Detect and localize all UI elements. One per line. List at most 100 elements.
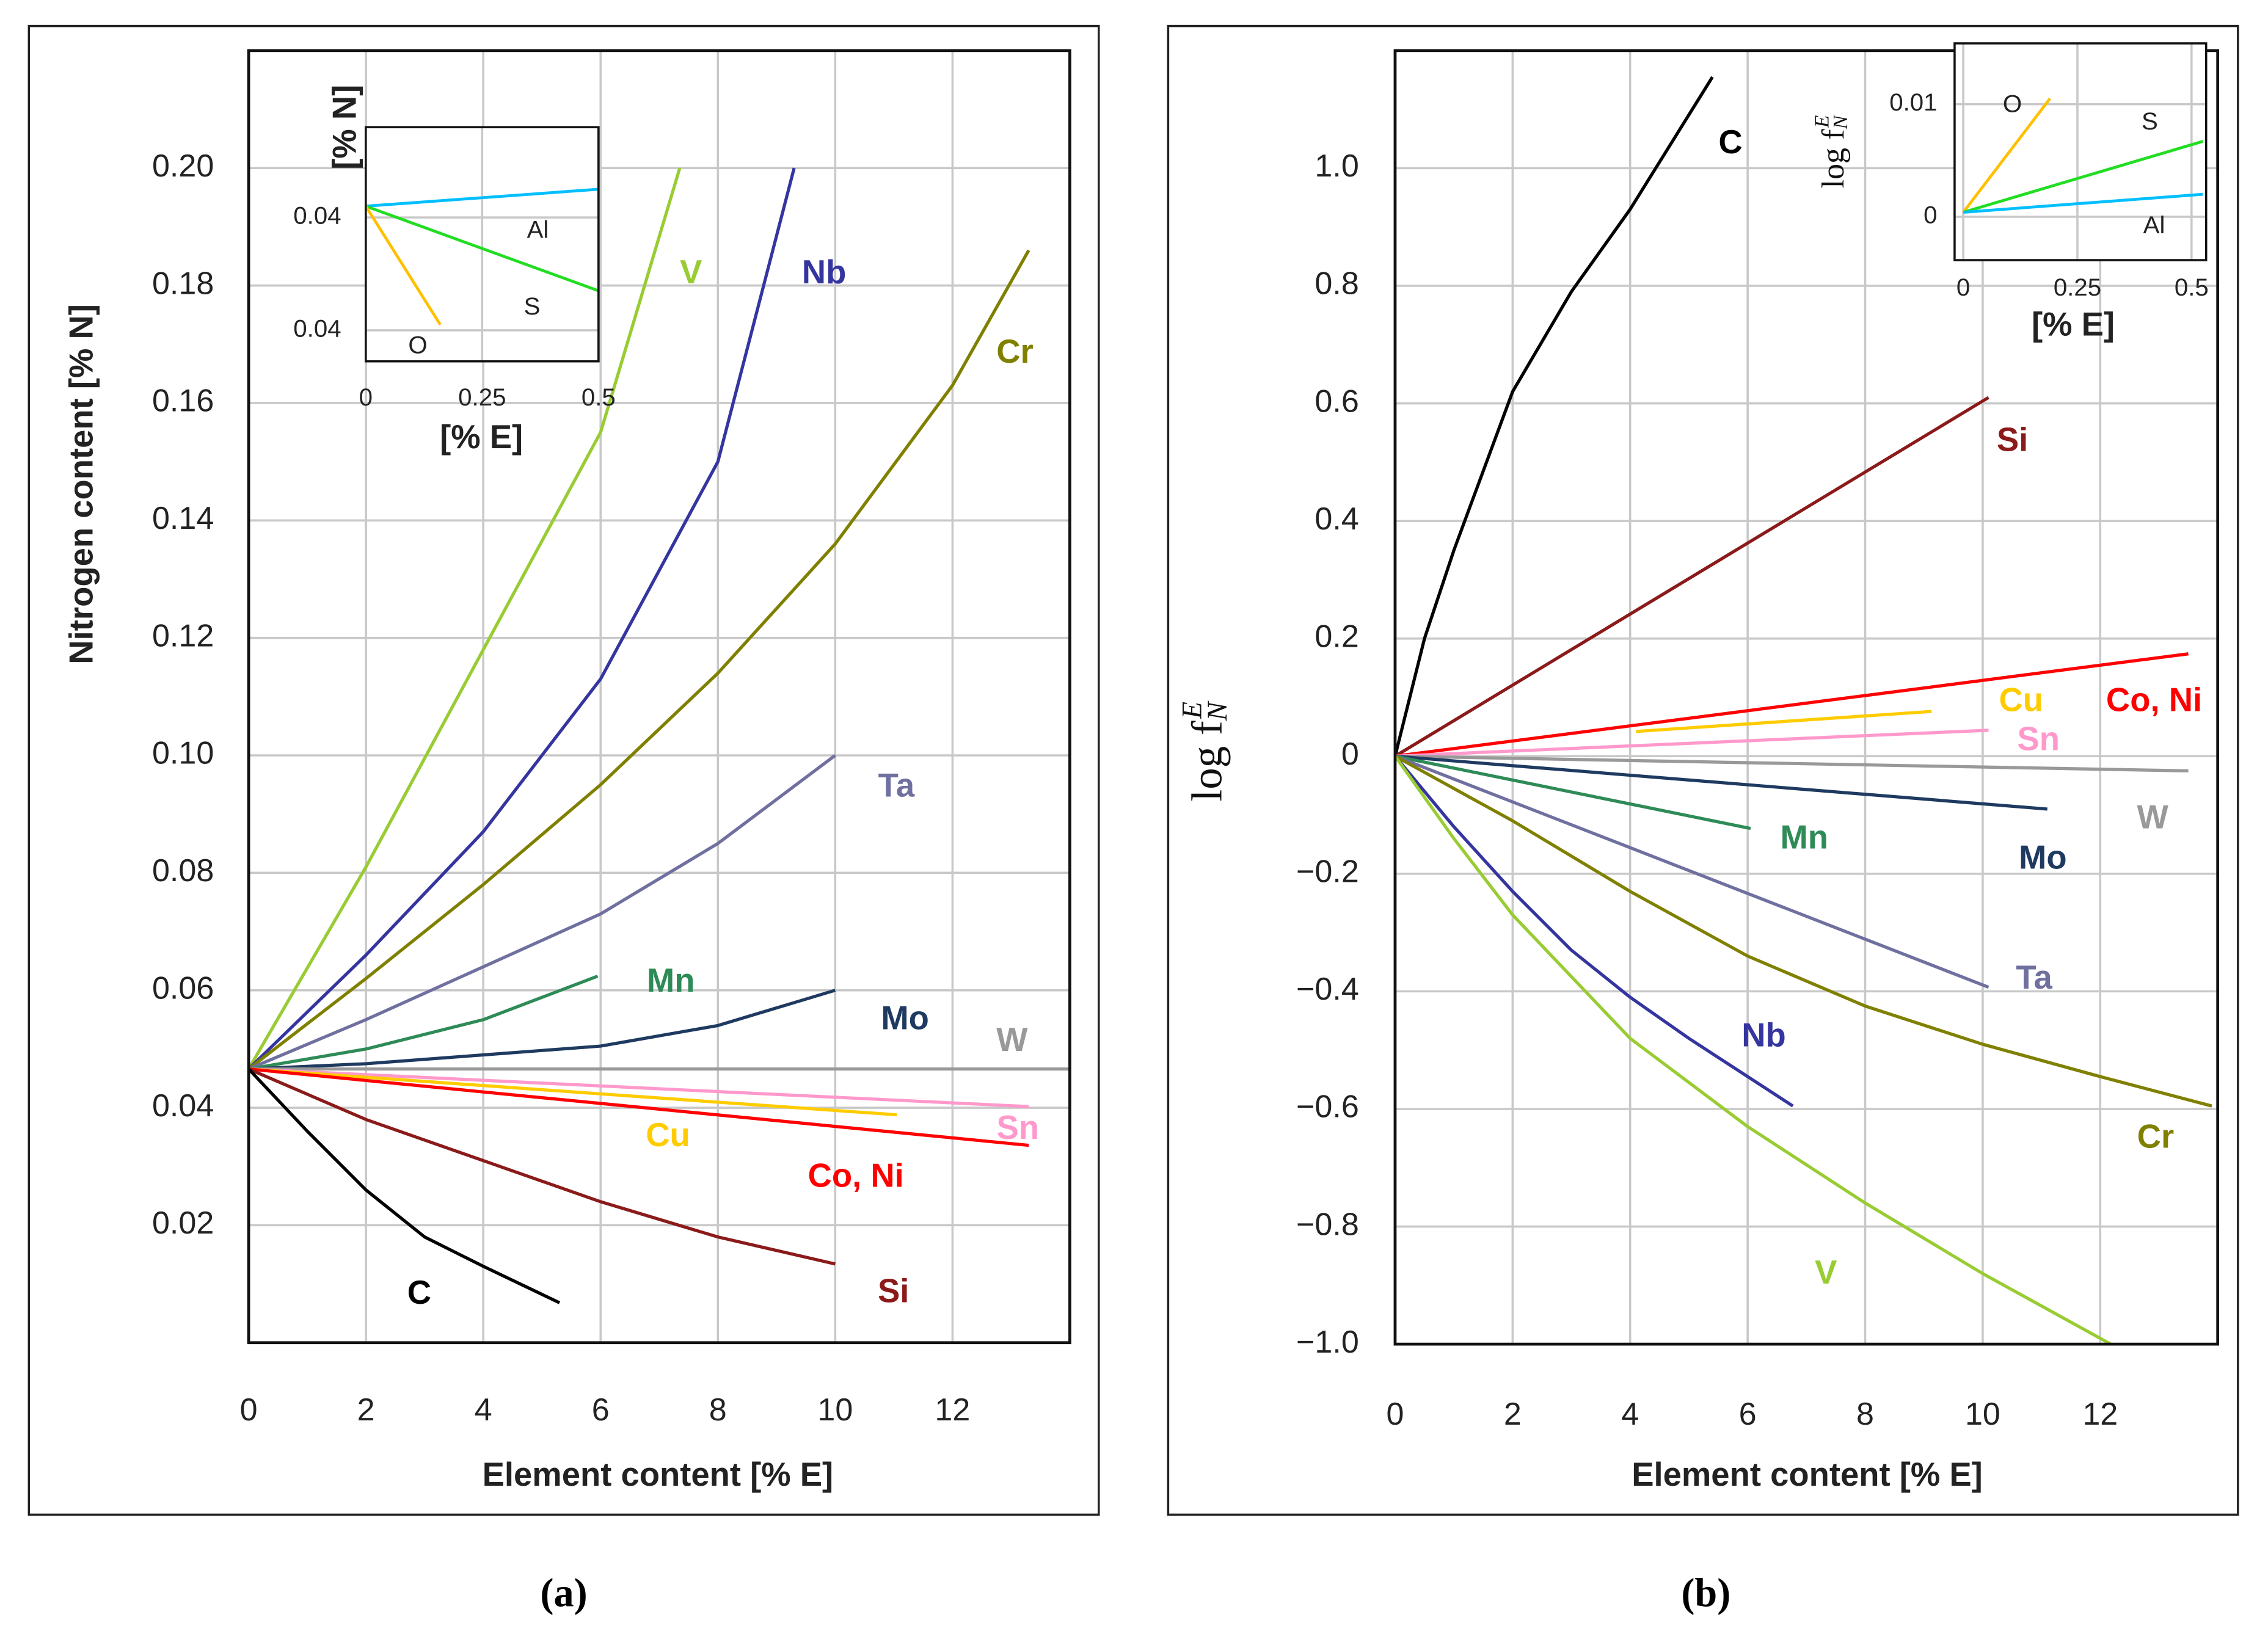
y-axis-label-sup: E (1810, 115, 1833, 128)
series-line (365, 205, 599, 293)
y-axis-label-sub: N (1829, 114, 1852, 130)
series-line (248, 1067, 1029, 1147)
y-tick-label: 0.04 (152, 1088, 214, 1124)
axes-frame (247, 49, 1071, 1345)
x-tick-label: 8 (709, 1392, 727, 1428)
series-label: O (408, 332, 427, 359)
series-label: Co, Ni (808, 1157, 904, 1194)
series-line (365, 187, 599, 208)
y-tick-label: 0.01 (1889, 89, 1937, 116)
series-line (1395, 754, 1989, 989)
series-label: Si (878, 1273, 909, 1310)
series-line (248, 1067, 1029, 1108)
panel-caption: (b) (1681, 1571, 1730, 1616)
series-label: Nb (1741, 1017, 1786, 1054)
series-label: V (1815, 1254, 1837, 1291)
series-label: O (2003, 90, 2022, 117)
y-tick-label: 0.4 (1314, 501, 1358, 537)
chart: 0 2 4 6 8 10 12 0.02 0.04 0.06 0.08 0.10 0.12 0.14 0.1… (63, 49, 1071, 1616)
series-label: Mn (1780, 818, 1828, 856)
series-line (1395, 754, 2189, 772)
series-line (248, 1067, 836, 1266)
series-label: Cu (1999, 681, 2044, 719)
y-tick-label: 0.20 (152, 148, 214, 184)
chart: 0 2 4 6 8 10 12 −1.0 −0.8 −0.6 −0.4 −0.2 0 0.2 0.4 0.6 0… (1176, 49, 2220, 1616)
x-axis-label: [% E] (440, 418, 523, 456)
y-tick-label: 0.8 (1314, 266, 1358, 302)
series-line (1393, 755, 2112, 1346)
x-tick-label: 2 (1504, 1397, 1522, 1432)
series-line (248, 1067, 897, 1117)
series-line (1395, 754, 2047, 811)
series-line (1395, 729, 1989, 758)
series-line (1395, 652, 2189, 758)
y-axis-label-sup: E (1176, 702, 1207, 719)
x-tick-label: 0.25 (2054, 274, 2101, 301)
x-tick-label: 4 (475, 1392, 492, 1428)
y-tick-label: 0.6 (1314, 383, 1358, 419)
series-label: S (524, 293, 541, 320)
y-tick-label: −0.6 (1296, 1089, 1359, 1125)
series-label: Cu (646, 1116, 690, 1154)
series-label: W (996, 1021, 1028, 1058)
series-label: Co, Ni (2106, 681, 2202, 719)
y-tick-label: −0.4 (1296, 972, 1359, 1007)
x-tick-label: 4 (1621, 1397, 1639, 1432)
series-label: W (2137, 798, 2168, 835)
y-tick-label: 0 (1923, 202, 1937, 229)
axes-frame (1393, 49, 2220, 1346)
series-label: Ta (878, 766, 915, 804)
y-axis-label: log fNE (1810, 114, 1851, 189)
series-label: Nb (802, 253, 847, 291)
series-line (247, 249, 1030, 1070)
x-tick-label: 12 (2082, 1397, 2118, 1432)
series-label: Sn (2017, 721, 2060, 758)
series-line (248, 989, 836, 1071)
y-tick-label: 1.0 (1314, 148, 1358, 184)
x-tick-label: 0.5 (582, 383, 616, 411)
series-label: Mo (2019, 839, 2067, 876)
series-line (1393, 76, 1714, 757)
y-tick-label: 0.04 (293, 202, 341, 230)
series-line (247, 167, 796, 1070)
series-label: Si (1997, 421, 2028, 459)
series-label: V (680, 253, 702, 291)
figure-content: 0 2 4 6 8 10 12 0.02 0.04 0.06 0.08 0.10 0.12 0.14 0.1… (27, 24, 2239, 1616)
series-label: C (1718, 123, 1742, 161)
y-axis-label-base: log f (1816, 129, 1851, 189)
y-axis-label-sub: N (1201, 700, 1233, 721)
series-line (1963, 140, 2204, 214)
axes-frame (365, 126, 600, 363)
x-tick-label: 0.25 (458, 383, 506, 411)
x-axis-label: Element content [% E] (483, 1456, 834, 1493)
y-tick-label: 0.18 (152, 266, 214, 301)
x-tick-label: 0 (240, 1392, 258, 1428)
series-label: Ta (2016, 959, 2052, 996)
x-tick-label: 10 (1965, 1397, 2000, 1432)
y-tick-label: −0.2 (1296, 854, 1359, 890)
x-tick-label: 6 (592, 1392, 610, 1428)
y-axis-label: log fNE (1176, 700, 1233, 801)
series-line (247, 167, 682, 1070)
y-tick-label: 0.06 (152, 970, 214, 1006)
x-tick-label: 0 (1956, 274, 1970, 301)
y-tick-label: 0.04 (293, 315, 341, 343)
series-label: C (407, 1274, 431, 1311)
series-line (1636, 710, 1932, 733)
panel-caption: (a) (540, 1571, 587, 1616)
series-label: Cr (2137, 1118, 2174, 1155)
series-label: Al (527, 216, 549, 243)
y-axis-label: Nitrogen content [% N] (63, 304, 100, 664)
series-label: Mo (881, 999, 929, 1036)
y-tick-label: 0.14 (152, 501, 214, 536)
series-label: Cr (996, 333, 1033, 370)
y-tick-label: 0.2 (1314, 619, 1358, 654)
x-tick-label: 12 (935, 1392, 970, 1428)
y-tick-label: −1.0 (1296, 1325, 1359, 1360)
x-axis-label: [% E] (2032, 305, 2115, 343)
chart: 0 0.25 0.5 0.04 0.04 Al S O [% E] [% N] (293, 85, 616, 456)
series-line (1394, 396, 1989, 758)
panel-frame (27, 24, 1100, 1516)
series-label: Al (2143, 211, 2165, 239)
